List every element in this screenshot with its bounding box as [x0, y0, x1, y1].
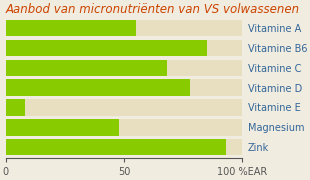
Bar: [6, 60, 166, 76]
Bar: [6, 40, 242, 56]
Bar: [6, 20, 242, 36]
Bar: [6, 119, 119, 136]
Bar: [6, 40, 207, 56]
Text: Aanbod van micronutriënten van VS volwassenen: Aanbod van micronutriënten van VS volwas…: [6, 3, 300, 16]
Bar: [6, 99, 25, 116]
Bar: [6, 79, 190, 96]
Bar: [6, 99, 242, 116]
Bar: [6, 79, 242, 96]
Bar: [6, 139, 226, 155]
Bar: [6, 139, 242, 155]
Bar: [6, 60, 242, 76]
Bar: [6, 119, 242, 136]
Bar: [6, 20, 136, 36]
